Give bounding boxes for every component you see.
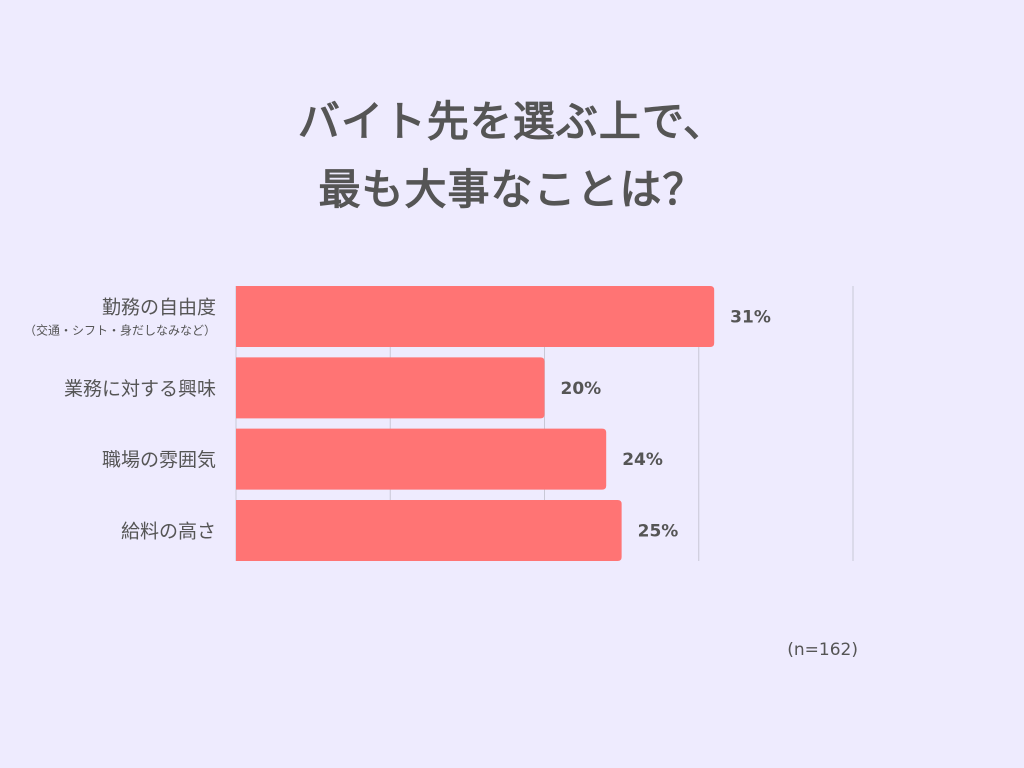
category-label-2: 職場の雰囲気 — [102, 449, 216, 471]
sample-size-note: (n=162) — [787, 640, 858, 660]
value-label-2: 24% — [622, 450, 663, 470]
value-label-3: 25% — [638, 521, 679, 541]
chart-title: バイト先を選ぶ上で、 最も大事なことは？ — [0, 88, 1024, 224]
category-label-3: 給料の高さ — [121, 520, 216, 542]
category-sublabel-0: （交通・シフト・身だしなみなど） — [24, 323, 216, 338]
chart-title-line-1: バイト先を選ぶ上で、 — [297, 97, 727, 146]
category-label-1: 業務に対する興味 — [64, 378, 216, 400]
bar-1 — [236, 357, 545, 419]
value-label-0: 31% — [730, 308, 771, 328]
category-label-0: 勤務の自由度 — [102, 297, 216, 319]
bar-0 — [236, 286, 715, 347]
chart-title-line-2: 最も大事なことは？ — [318, 165, 706, 214]
bar-2 — [236, 428, 607, 490]
bar-3 — [236, 499, 622, 561]
value-label-1: 20% — [561, 379, 602, 399]
